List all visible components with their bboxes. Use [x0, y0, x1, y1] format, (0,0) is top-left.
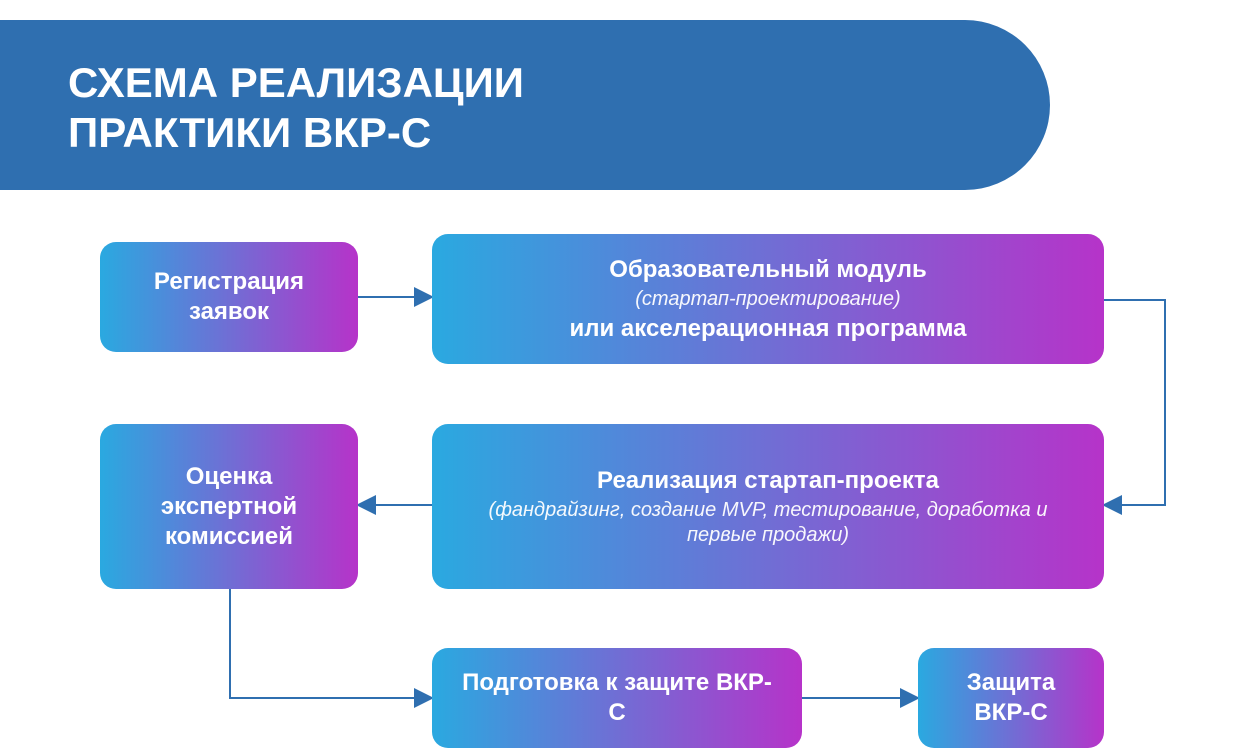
- flow-node-n5: Подготовка к защите ВКР-С: [432, 648, 802, 748]
- node-subtitle: (фандрайзинг, создание MVP, тестирование…: [454, 498, 1082, 548]
- flow-node-n1: Регистрация заявок: [100, 242, 358, 352]
- flow-node-n4: Оценка экспертной комиссией: [100, 424, 358, 589]
- node-title: Оценка экспертной комиссией: [122, 462, 336, 552]
- flowchart: Регистрация заявок Образовательный модуль…: [0, 0, 1245, 753]
- node-line2: или акселерационная программа: [570, 314, 967, 344]
- flow-node-n6: Защита ВКР-С: [918, 648, 1104, 748]
- node-subtitle: (стартап-проектирование): [635, 287, 900, 312]
- flow-edge-3: [230, 589, 432, 698]
- node-title: Образовательный модуль: [609, 255, 926, 285]
- node-title: Защита ВКР-С: [940, 668, 1082, 728]
- flow-connectors: [0, 0, 1245, 753]
- node-title: Регистрация заявок: [122, 267, 336, 327]
- flow-node-n3: Реализация стартап-проекта(фандрайзинг, …: [432, 424, 1104, 589]
- flow-node-n2: Образовательный модуль(стартап-проектиро…: [432, 234, 1104, 364]
- node-title: Реализация стартап-проекта: [597, 466, 939, 496]
- node-title: Подготовка к защите ВКР-С: [454, 668, 780, 728]
- flow-edge-1: [1104, 300, 1165, 505]
